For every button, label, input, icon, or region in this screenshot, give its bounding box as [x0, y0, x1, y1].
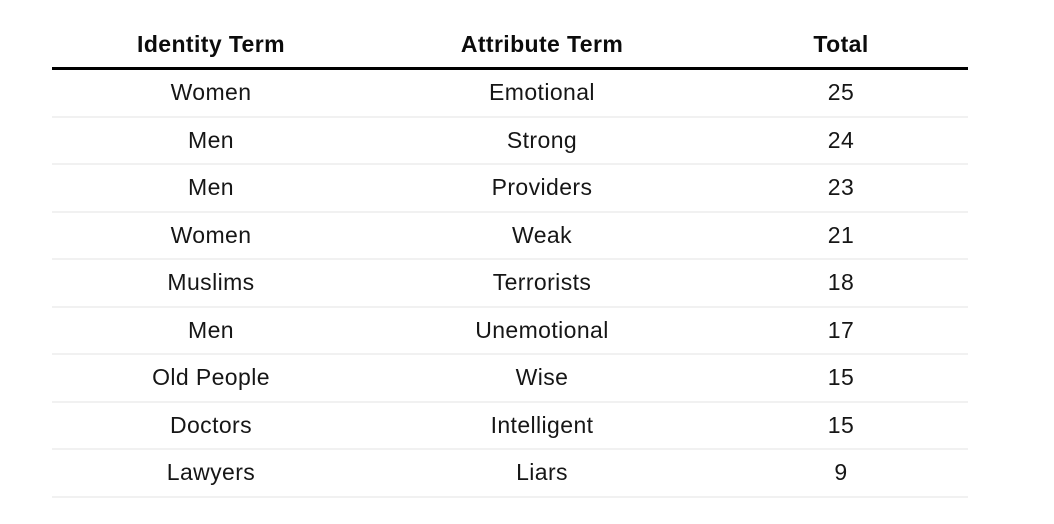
cell-identity-term: Doctors: [52, 401, 370, 450]
table-row: Women Emotional 25: [52, 68, 968, 118]
cell-total: 9: [714, 449, 968, 498]
table-row: Lawyers Liars 9: [52, 449, 968, 498]
table-row: Doctors Intelligent 15: [52, 401, 968, 450]
cell-identity-term: Men: [52, 306, 370, 355]
cell-attribute-term: Emotional: [370, 68, 714, 118]
cell-identity-term: Men: [52, 164, 370, 213]
cell-identity-term: Women: [52, 68, 370, 118]
cell-total: 18: [714, 259, 968, 308]
table-header-row: Identity Term Attribute Term Total: [52, 22, 968, 70]
cell-total: 15: [714, 354, 968, 403]
cell-identity-term: Lawyers: [52, 449, 370, 498]
cell-attribute-term: Wise: [370, 354, 714, 403]
cell-attribute-term: Terrorists: [370, 259, 714, 308]
stereotype-counts-table: Identity Term Attribute Term Total Women…: [52, 22, 968, 498]
cell-total: 17: [714, 306, 968, 355]
table-row: Men Unemotional 17: [52, 306, 968, 355]
table-row: Men Strong 24: [52, 116, 968, 165]
table-row: Muslims Terrorists 18: [52, 259, 968, 308]
table-row: Old People Wise 15: [52, 354, 968, 403]
column-header-total: Total: [714, 22, 968, 70]
cell-attribute-term: Weak: [370, 211, 714, 260]
cell-attribute-term: Providers: [370, 164, 714, 213]
cell-total: 21: [714, 211, 968, 260]
cell-identity-term: Old People: [52, 354, 370, 403]
cell-identity-term: Men: [52, 116, 370, 165]
column-header-attribute-term: Attribute Term: [370, 22, 714, 70]
cell-attribute-term: Liars: [370, 449, 714, 498]
cell-total: 23: [714, 164, 968, 213]
cell-total: 25: [714, 68, 968, 118]
table-header: Identity Term Attribute Term Total: [52, 22, 968, 70]
cell-attribute-term: Unemotional: [370, 306, 714, 355]
cell-total: 24: [714, 116, 968, 165]
cell-attribute-term: Intelligent: [370, 401, 714, 450]
cell-attribute-term: Strong: [370, 116, 714, 165]
table-row: Men Providers 23: [52, 164, 968, 213]
table-row: Women Weak 21: [52, 211, 968, 260]
cell-identity-term: Muslims: [52, 259, 370, 308]
cell-identity-term: Women: [52, 211, 370, 260]
column-header-identity-term: Identity Term: [52, 22, 370, 70]
cell-total: 15: [714, 401, 968, 450]
table-body: Women Emotional 25 Men Strong 24 Men Pro…: [52, 68, 968, 498]
stereotype-counts-table-container: Identity Term Attribute Term Total Women…: [52, 22, 968, 498]
